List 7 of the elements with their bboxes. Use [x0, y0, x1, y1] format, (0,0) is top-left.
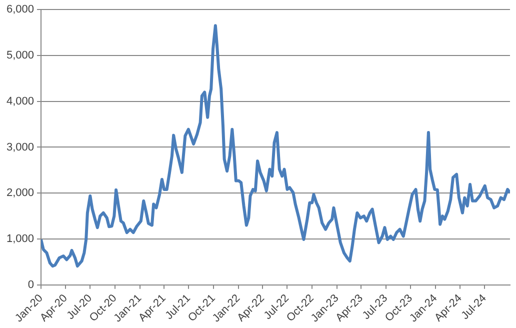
y-tick-label: 3,000 — [6, 141, 34, 154]
y-tick-label: 4,000 — [6, 95, 34, 108]
y-tick-label: 6,000 — [6, 4, 34, 16]
y-tick-label: 0 — [28, 278, 34, 291]
y-tick-label: 5,000 — [6, 50, 34, 62]
y-tick-label: 1,000 — [6, 233, 34, 246]
y-tick-label: 2,000 — [6, 187, 34, 200]
